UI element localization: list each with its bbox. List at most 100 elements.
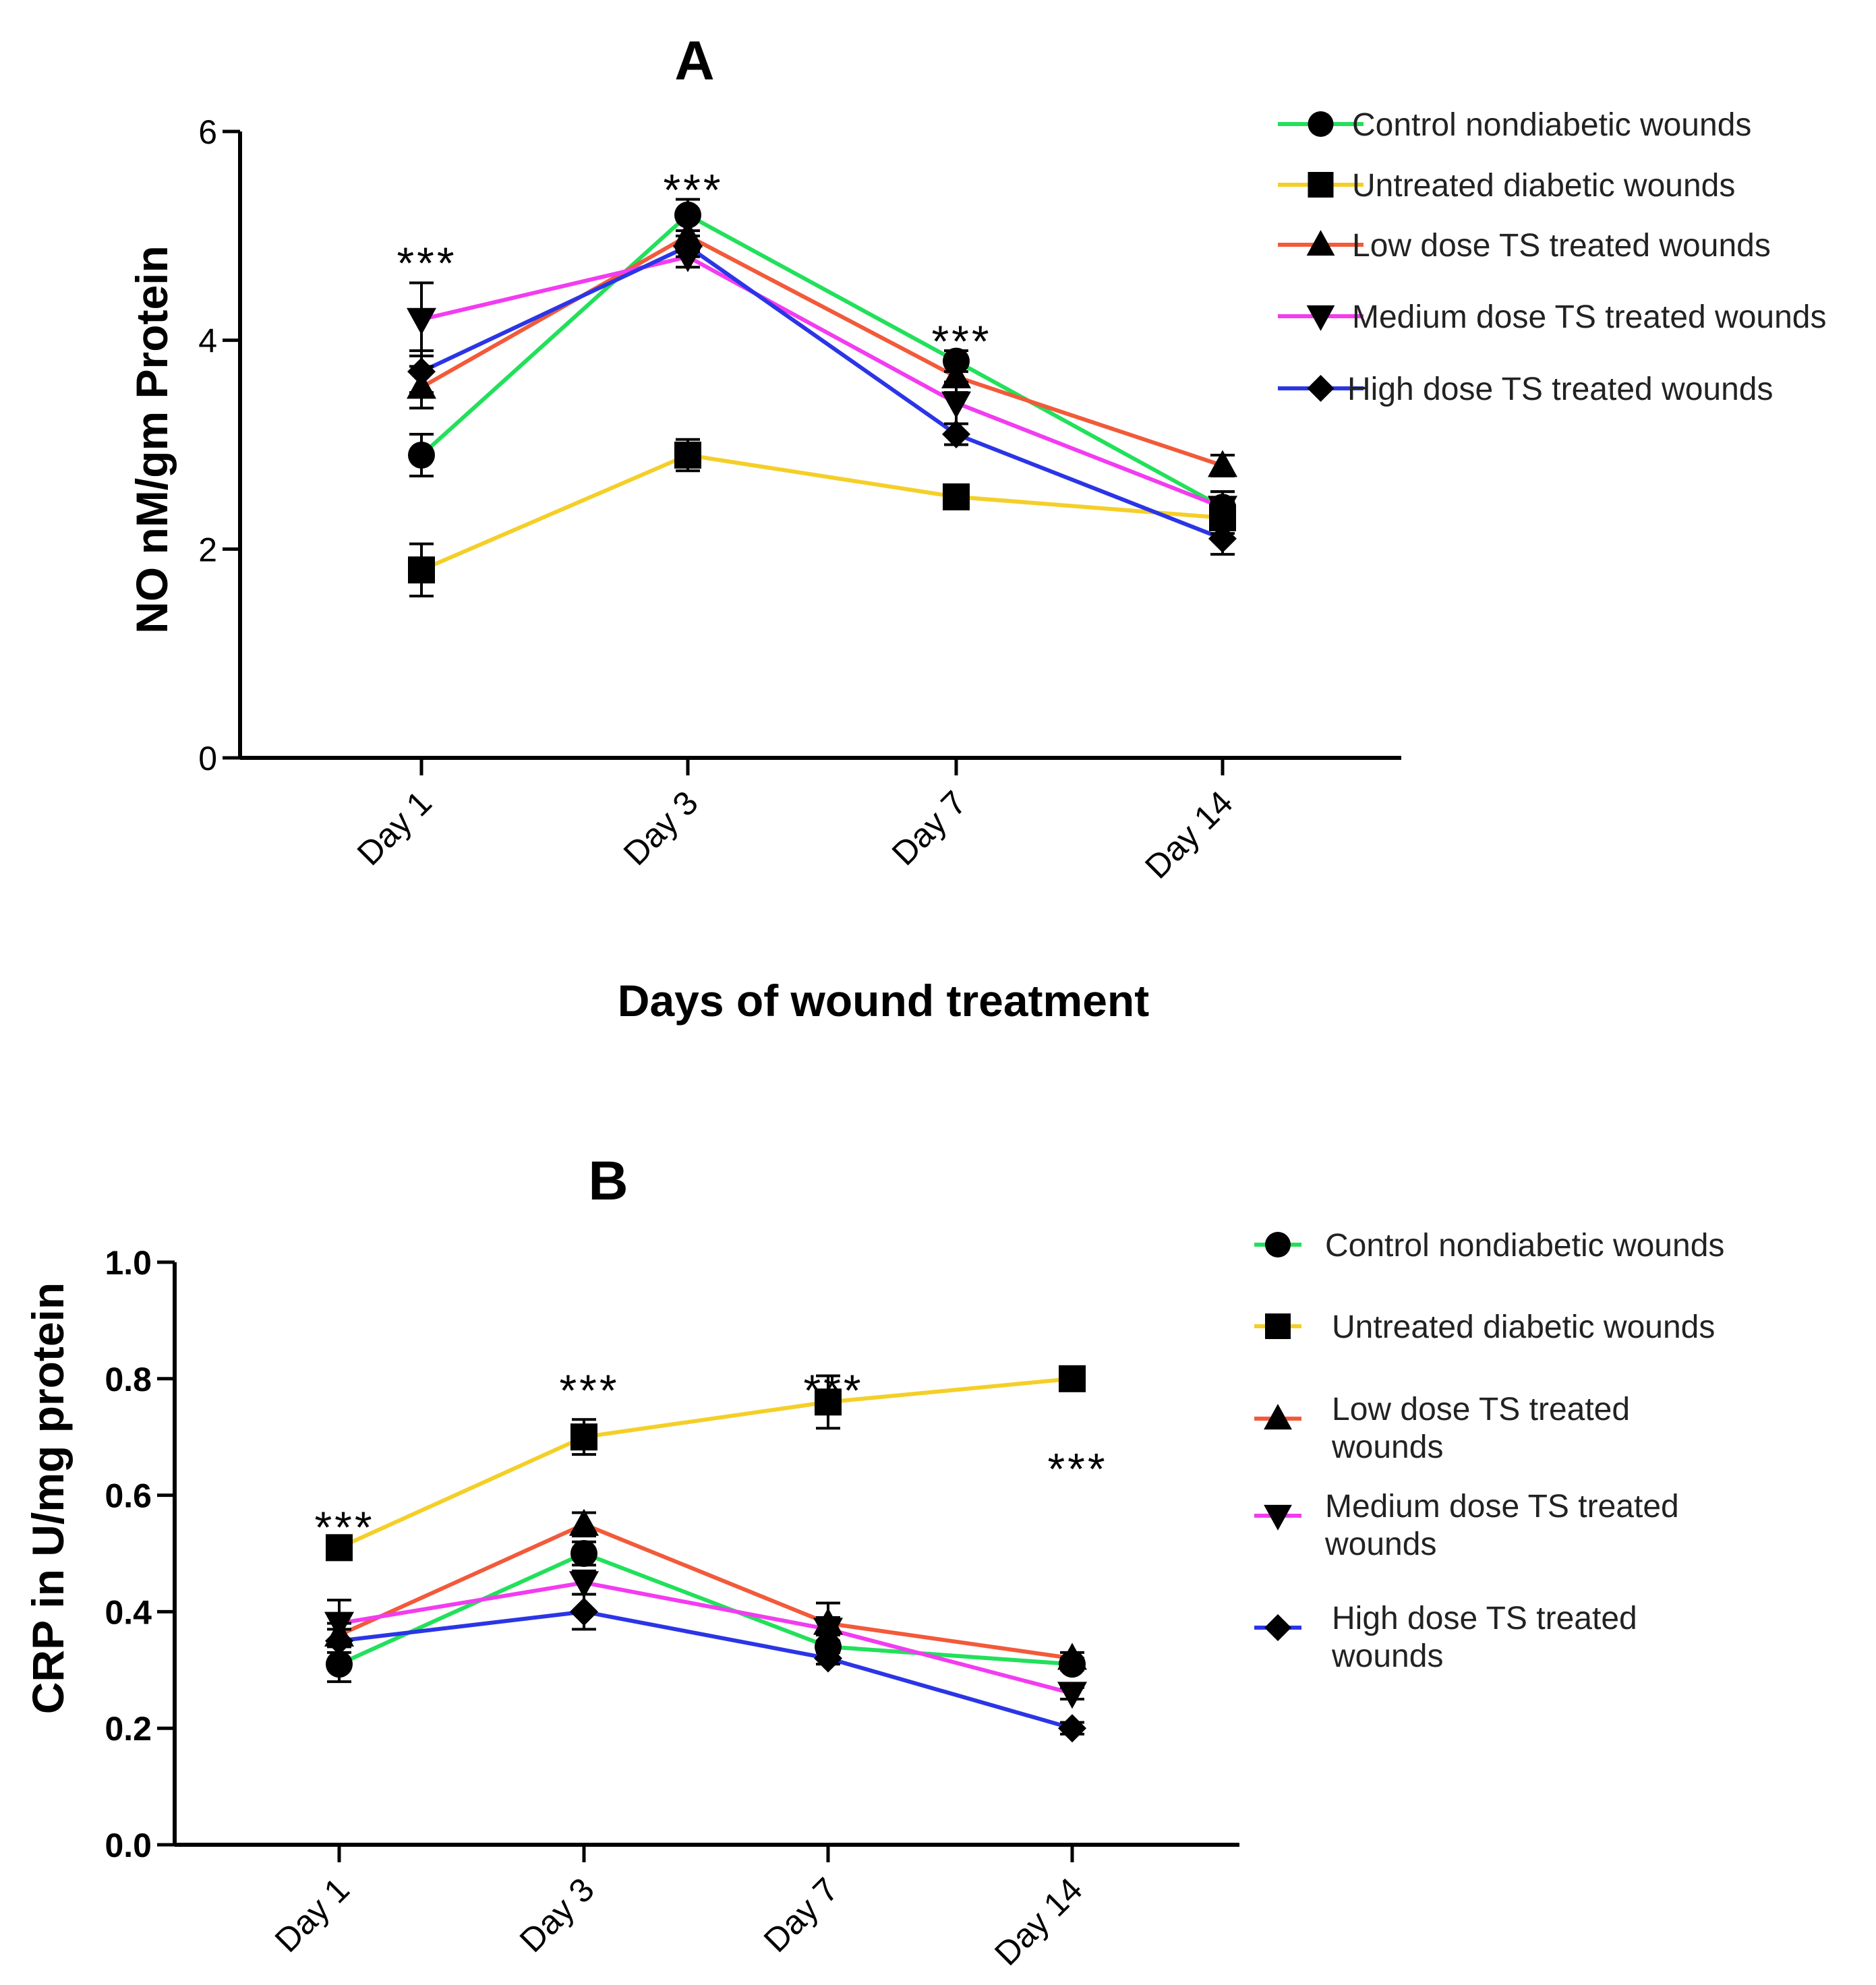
a-legend-marker-shape bbox=[1308, 172, 1334, 198]
b-legend-marker-shape bbox=[1264, 1614, 1291, 1641]
panel-b-y-tick-label: 0.2 bbox=[105, 1710, 152, 1748]
panel-b-y-tick-label: 0.6 bbox=[105, 1477, 152, 1515]
panel-b-legend-entry: Untreated diabetic wounds bbox=[1254, 1309, 1715, 1345]
a-series-line bbox=[419, 212, 1224, 510]
b-series-line bbox=[339, 1609, 1073, 1731]
b-data-point bbox=[1057, 1682, 1087, 1709]
panel-b-legend-marker bbox=[1264, 1614, 1291, 1641]
a-data-point bbox=[941, 361, 971, 388]
panel-b-y-tick-label: 0.0 bbox=[105, 1827, 152, 1864]
b-legend-marker-shape bbox=[1265, 1313, 1291, 1339]
panel-b-legend-marker bbox=[1265, 1232, 1291, 1257]
panel-b-y-axis-title: CRP in U/mg protein bbox=[23, 1282, 73, 1714]
panel-b-legend-label: Low dose TS treated bbox=[1332, 1392, 1630, 1427]
a-legend-marker-shape bbox=[1306, 230, 1335, 256]
panel-a-legend-marker bbox=[1307, 375, 1335, 402]
a-legend-marker-shape bbox=[1308, 111, 1334, 137]
panel-b-legend-label: wounds bbox=[1331, 1429, 1443, 1465]
panel-a-legend-entry: Untreated diabetic wounds bbox=[1278, 168, 1735, 204]
panel-a-legend-label: High dose TS treated wounds bbox=[1347, 372, 1774, 407]
a-series-line bbox=[421, 254, 1224, 510]
b-legend-marker-shape bbox=[1265, 1232, 1291, 1257]
panel-a-significance-marker: *** bbox=[663, 165, 723, 215]
panel-b-legend-label: wounds bbox=[1324, 1527, 1436, 1562]
b-legend-marker-shape bbox=[1264, 1404, 1292, 1430]
a-data-point bbox=[408, 441, 435, 469]
b-data-point bbox=[569, 1508, 599, 1536]
panel-b-legend-entry: Low dose TS treated wounds bbox=[1254, 1392, 1630, 1465]
panel-a-legend-marker bbox=[1308, 172, 1334, 198]
panel-b-significance-marker: *** bbox=[803, 1365, 863, 1415]
panel-a-legend-label: Medium dose TS treated wounds bbox=[1352, 299, 1827, 335]
b-data-point bbox=[324, 1611, 354, 1639]
a-series-line bbox=[420, 233, 1223, 468]
a-data-point bbox=[674, 232, 702, 261]
panel-a-legend-marker bbox=[1308, 111, 1334, 137]
panel-b-title: B bbox=[588, 1150, 628, 1212]
b-legend-marker-shape bbox=[1264, 1504, 1292, 1531]
panel-a-legend-marker bbox=[1306, 230, 1335, 256]
panel-a-y-tick-label: 4 bbox=[198, 322, 217, 360]
b-data-point bbox=[1058, 1714, 1086, 1743]
panel-a-significance-marker: *** bbox=[931, 316, 991, 366]
b-data-point bbox=[569, 1571, 599, 1599]
panel-b-legend-label: Medium dose TS treated bbox=[1325, 1489, 1679, 1524]
panel-a-y-axis-title: NO nM/gm Protein bbox=[127, 245, 177, 634]
panel-b-legend-label: Control nondiabetic wounds bbox=[1325, 1228, 1724, 1264]
b-series-line bbox=[338, 1522, 1073, 1661]
a-data-point bbox=[943, 483, 970, 510]
panel-b-legend: Control nondiabetic wounds Untreated dia… bbox=[1254, 1228, 1724, 1674]
panel-a-significance-markers: *** *** *** bbox=[397, 165, 991, 367]
panel-a-legend-marker bbox=[1306, 305, 1335, 331]
panel-b-plot-area bbox=[324, 1365, 1087, 1743]
panel-a-legend: Control nondiabetic wounds Untreated dia… bbox=[1278, 107, 1827, 407]
a-data-point bbox=[407, 357, 436, 386]
panel-a-x-axis-title: Days of wound treatment bbox=[618, 976, 1149, 1026]
panel-a-legend-label: Control nondiabetic wounds bbox=[1352, 107, 1751, 143]
panel-a-legend-entry: High dose TS treated wounds bbox=[1278, 372, 1774, 407]
a-data-point bbox=[674, 201, 701, 229]
b-data-point bbox=[326, 1651, 353, 1678]
a-data-point bbox=[1208, 496, 1237, 523]
panel-a-legend-entry: Medium dose TS treated wounds bbox=[1278, 299, 1827, 335]
a-legend-marker-shape bbox=[1306, 305, 1335, 331]
a-data-point bbox=[1208, 524, 1237, 553]
panel-b-legend-label: High dose TS treated bbox=[1332, 1601, 1637, 1636]
panel-a-significance-marker: *** bbox=[397, 238, 457, 288]
panel-a-y-ticks: 0 2 4 6 bbox=[198, 113, 240, 777]
b-data-point bbox=[814, 1644, 842, 1673]
panel-b-legend-label: wounds bbox=[1331, 1638, 1443, 1674]
panel-a-title: A bbox=[674, 30, 714, 92]
b-data-point bbox=[325, 1626, 353, 1655]
panel-a-legend-entry: Control nondiabetic wounds bbox=[1278, 107, 1751, 143]
panel-b-legend-label: Untreated diabetic wounds bbox=[1332, 1309, 1715, 1345]
panel-b-y-tick-label: 0.4 bbox=[105, 1593, 152, 1631]
b-data-point bbox=[813, 1618, 843, 1645]
panel-b-significance-marker: *** bbox=[1047, 1444, 1107, 1493]
b-series-line bbox=[338, 1551, 1073, 1667]
panel-a-legend-entry: Low dose TS treated wounds bbox=[1278, 228, 1771, 264]
panel-a-plot-area bbox=[407, 198, 1237, 598]
a-series-line bbox=[420, 244, 1224, 541]
panel-a-legend-label: Untreated diabetic wounds bbox=[1352, 168, 1735, 204]
b-series-line bbox=[338, 1376, 1073, 1550]
panel-b-y-ticks: 0.0 0.2 0.4 0.6 0.8 1.0 bbox=[105, 1244, 175, 1864]
a-data-point bbox=[941, 391, 971, 419]
panel-a-y-tick-label: 6 bbox=[198, 113, 217, 151]
panel-b-significance-marker: *** bbox=[559, 1365, 619, 1415]
b-data-point bbox=[570, 1540, 597, 1567]
b-data-point bbox=[815, 1388, 842, 1416]
panel-a-y-tick-label: 2 bbox=[198, 531, 217, 568]
a-data-point bbox=[407, 307, 436, 335]
panel-b-legend-marker bbox=[1264, 1504, 1292, 1531]
b-data-point bbox=[1057, 1642, 1087, 1670]
panel-a-legend-label: Low dose TS treated wounds bbox=[1352, 228, 1771, 264]
panel-b-legend-marker bbox=[1264, 1404, 1292, 1430]
b-series-line bbox=[339, 1580, 1073, 1696]
b-data-point bbox=[326, 1534, 353, 1562]
b-data-point bbox=[570, 1423, 597, 1451]
panel-b-y-tick-label: 1.0 bbox=[105, 1244, 152, 1282]
panel-b-significance-marker: *** bbox=[314, 1502, 374, 1552]
panel-b-legend-entry: High dose TS treated wounds bbox=[1254, 1601, 1637, 1674]
panel-b-y-tick-label: 0.8 bbox=[105, 1361, 152, 1398]
